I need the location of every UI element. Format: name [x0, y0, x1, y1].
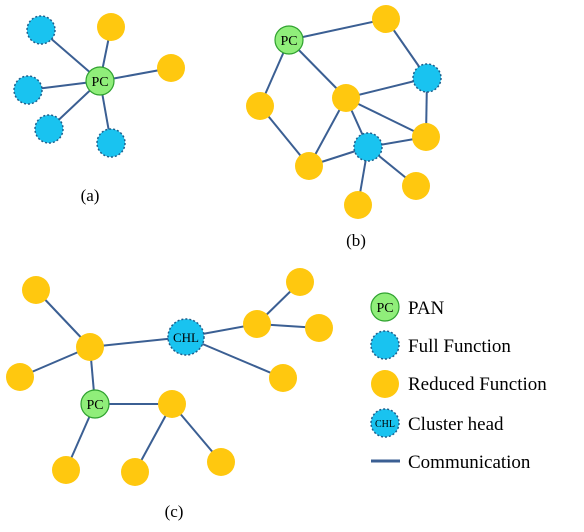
pan-node-label: PC	[91, 75, 108, 90]
legend-item-pan: PC PAN	[370, 292, 445, 322]
legend-full-function-label: Full Function	[408, 336, 511, 357]
reduced-function-node	[157, 54, 185, 82]
reduced-function-node	[286, 268, 314, 296]
topology-c: CHL PC (c)	[6, 268, 333, 521]
edge	[288, 18, 387, 41]
legend-cluster-head-label: Cluster head	[408, 414, 504, 435]
caption-b: (b)	[346, 231, 366, 250]
caption-c: (c)	[165, 502, 184, 521]
legend-item-communication: Communication	[371, 452, 531, 473]
legend-reduced-function-symbol	[371, 370, 399, 398]
reduced-function-node	[97, 13, 125, 41]
reduced-function-node	[52, 456, 80, 484]
full-function-node	[26, 15, 56, 45]
legend-pan-symbol-label: PC	[376, 301, 393, 316]
full-function-node	[13, 75, 43, 105]
reduced-function-node	[412, 123, 440, 151]
legend-cluster-head-symbol	[370, 408, 400, 438]
edge	[345, 97, 427, 138]
reduced-function-node	[295, 152, 323, 180]
legend-cluster-head-symbol-label: CHL	[375, 419, 395, 430]
reduced-function-node	[344, 191, 372, 219]
full-function-node	[34, 114, 64, 144]
legend-item-reduced-function: Reduced Function	[371, 370, 547, 398]
topology-a: PC (a)	[13, 13, 185, 205]
full-function-node	[412, 63, 442, 93]
reduced-function-node	[22, 276, 50, 304]
legend-pan-symbol	[370, 292, 400, 322]
pan-node-label: PC	[280, 34, 297, 49]
reduced-function-node	[332, 84, 360, 112]
reduced-function-node	[158, 390, 186, 418]
pan-coordinator-node: PC	[85, 66, 115, 96]
reduced-function-node	[305, 314, 333, 342]
full-function-node	[96, 128, 126, 158]
cluster-head-node: CHL	[167, 318, 205, 356]
reduced-function-node	[121, 458, 149, 486]
legend-full-function-symbol	[370, 330, 400, 360]
legend-reduced-function-label: Reduced Function	[408, 374, 547, 395]
full-function-node	[353, 132, 383, 162]
legend-item-cluster-head: CHL Cluster head	[370, 408, 504, 438]
legend-item-full-function: Full Function	[370, 330, 511, 360]
legend-communication-label: Communication	[408, 452, 531, 473]
cluster-node-label: CHL	[173, 330, 199, 345]
reduced-function-node	[243, 310, 271, 338]
topology-b: PC (b)	[246, 5, 442, 250]
pan-coordinator-node: PC	[274, 25, 304, 55]
pan-node-label: PC	[86, 398, 103, 413]
reduced-function-node	[246, 92, 274, 120]
reduced-function-node	[372, 5, 400, 33]
reduced-function-node	[76, 333, 104, 361]
reduced-function-node	[207, 448, 235, 476]
reduced-function-node	[269, 364, 297, 392]
caption-a: (a)	[81, 186, 100, 205]
reduced-function-node	[402, 172, 430, 200]
pan-coordinator-node: PC	[80, 389, 110, 419]
reduced-function-node	[6, 363, 34, 391]
legend-pan-label: PAN	[408, 298, 445, 319]
legend: PC PAN Full Function Reduced Function CH…	[370, 292, 547, 473]
